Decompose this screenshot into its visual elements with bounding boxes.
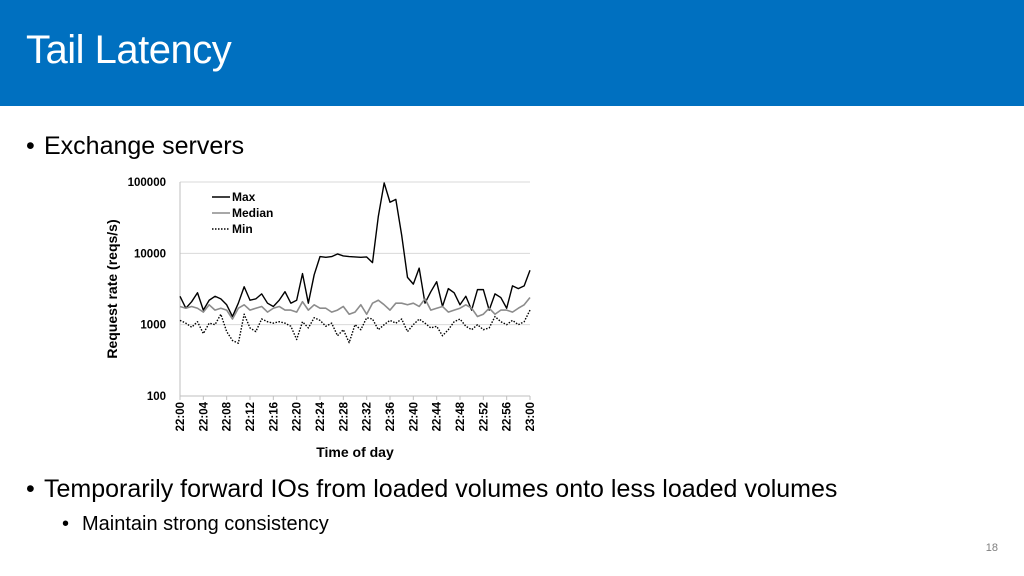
y-axis-label: Request rate (reqs/s) xyxy=(104,219,120,358)
bullet-text: Temporarily forward IOs from loaded volu… xyxy=(44,475,838,503)
x-tick-label: 22:08 xyxy=(222,401,234,431)
x-tick-label: 22:20 xyxy=(292,402,304,431)
x-tick-label: 22:28 xyxy=(338,401,350,431)
x-tick-label: 22:52 xyxy=(478,402,490,431)
y-tick-label: 10000 xyxy=(134,248,166,260)
slide-title: Tail Latency xyxy=(26,28,232,72)
y-tick-label: 100000 xyxy=(128,177,166,189)
x-tick-label: 22:12 xyxy=(245,402,257,431)
legend-label-median: Median xyxy=(232,206,273,220)
legend-label-max: Max xyxy=(232,190,256,204)
series-line-min xyxy=(179,309,531,344)
sub-bullet-marker: • xyxy=(62,513,70,535)
y-tick-label: 1000 xyxy=(140,320,166,332)
slide-number: 18 xyxy=(985,542,998,554)
x-tick-label: 22:36 xyxy=(385,402,397,431)
bullet-exchange-servers: • Exchange servers xyxy=(26,132,244,161)
x-tick-label: 22:44 xyxy=(432,401,444,431)
x-tick-label: 22:40 xyxy=(408,402,420,431)
x-tick-label: 23:00 xyxy=(525,402,537,431)
legend-label-min: Min xyxy=(232,222,253,236)
bullet-marker: • xyxy=(26,132,35,160)
x-tick-label: 22:56 xyxy=(502,402,514,431)
y-tick-label: 100 xyxy=(147,391,166,403)
x-tick-label: 22:00 xyxy=(175,402,187,431)
x-tick-label: 22:24 xyxy=(315,401,327,431)
bullet-forward-ios: • Temporarily forward IOs from loaded vol… xyxy=(26,475,837,504)
x-axis-label: Time of day xyxy=(316,444,394,460)
series-line-max xyxy=(179,182,531,318)
x-tick-label: 22:32 xyxy=(362,402,374,431)
x-tick-label: 22:48 xyxy=(455,401,467,431)
slide-header: Tail Latency xyxy=(0,0,1024,106)
sub-bullet-consistency: • Maintain strong consistency xyxy=(62,513,329,536)
bullet-marker: • xyxy=(26,475,35,503)
series-line-median xyxy=(179,297,531,320)
x-tick-label: 22:04 xyxy=(198,401,210,431)
bullet-text: Exchange servers xyxy=(44,132,245,160)
sub-bullet-text: Maintain strong consistency xyxy=(82,513,329,535)
x-tick-label: 22:16 xyxy=(268,402,280,431)
request-rate-chart: 100 1000 10000 100000 22:00 22:04 22:08 22:12 2… xyxy=(104,177,537,460)
